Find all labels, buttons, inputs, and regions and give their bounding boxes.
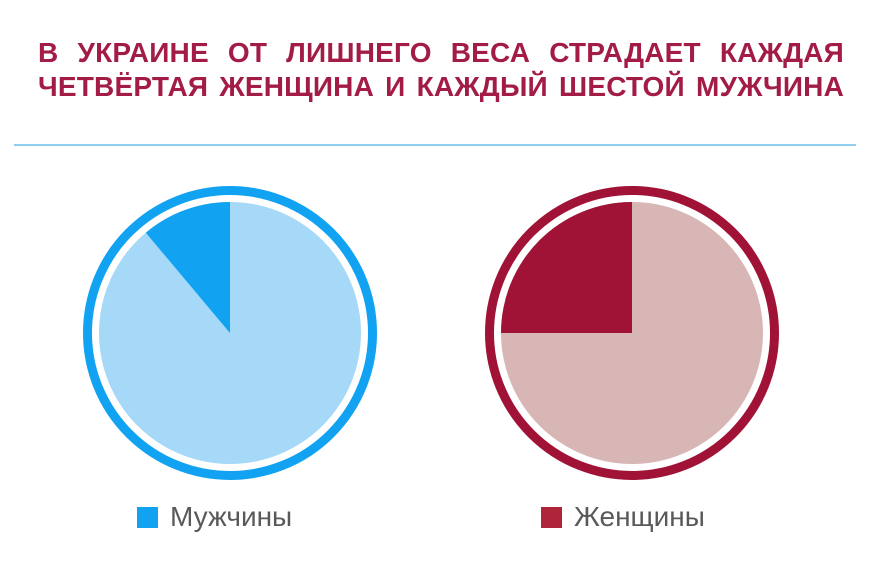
men-pie-chart (83, 186, 377, 480)
divider-line (14, 144, 856, 146)
page-title-line-1: В УКРАИНЕ ОТ ЛИШНЕГО ВЕСА СТРАДАЕТ КАЖДА… (38, 37, 844, 68)
page-title-line-2: ЧЕТВЁРТАЯ ЖЕНЩИНА И КАЖДЫЙ ШЕСТОЙ МУЖЧИН… (38, 71, 844, 102)
men-legend-label: Мужчины (170, 501, 293, 532)
women-legend: Женщины (541, 503, 705, 531)
women-pie-ring (485, 186, 779, 480)
page-title: В УКРАИНЕ ОТ ЛИШНЕГО ВЕСА СТРАДАЕТ КАЖДА… (38, 36, 844, 104)
women-pie-chart (485, 186, 779, 480)
men-legend-swatch (137, 506, 158, 528)
women-legend-label: Женщины (574, 501, 705, 532)
men-pie-ring (83, 186, 377, 480)
men-legend: Мужчины (137, 503, 292, 531)
women-legend-swatch (541, 506, 562, 528)
women-pie-slice (501, 202, 632, 333)
men-pie-slice (145, 202, 230, 333)
